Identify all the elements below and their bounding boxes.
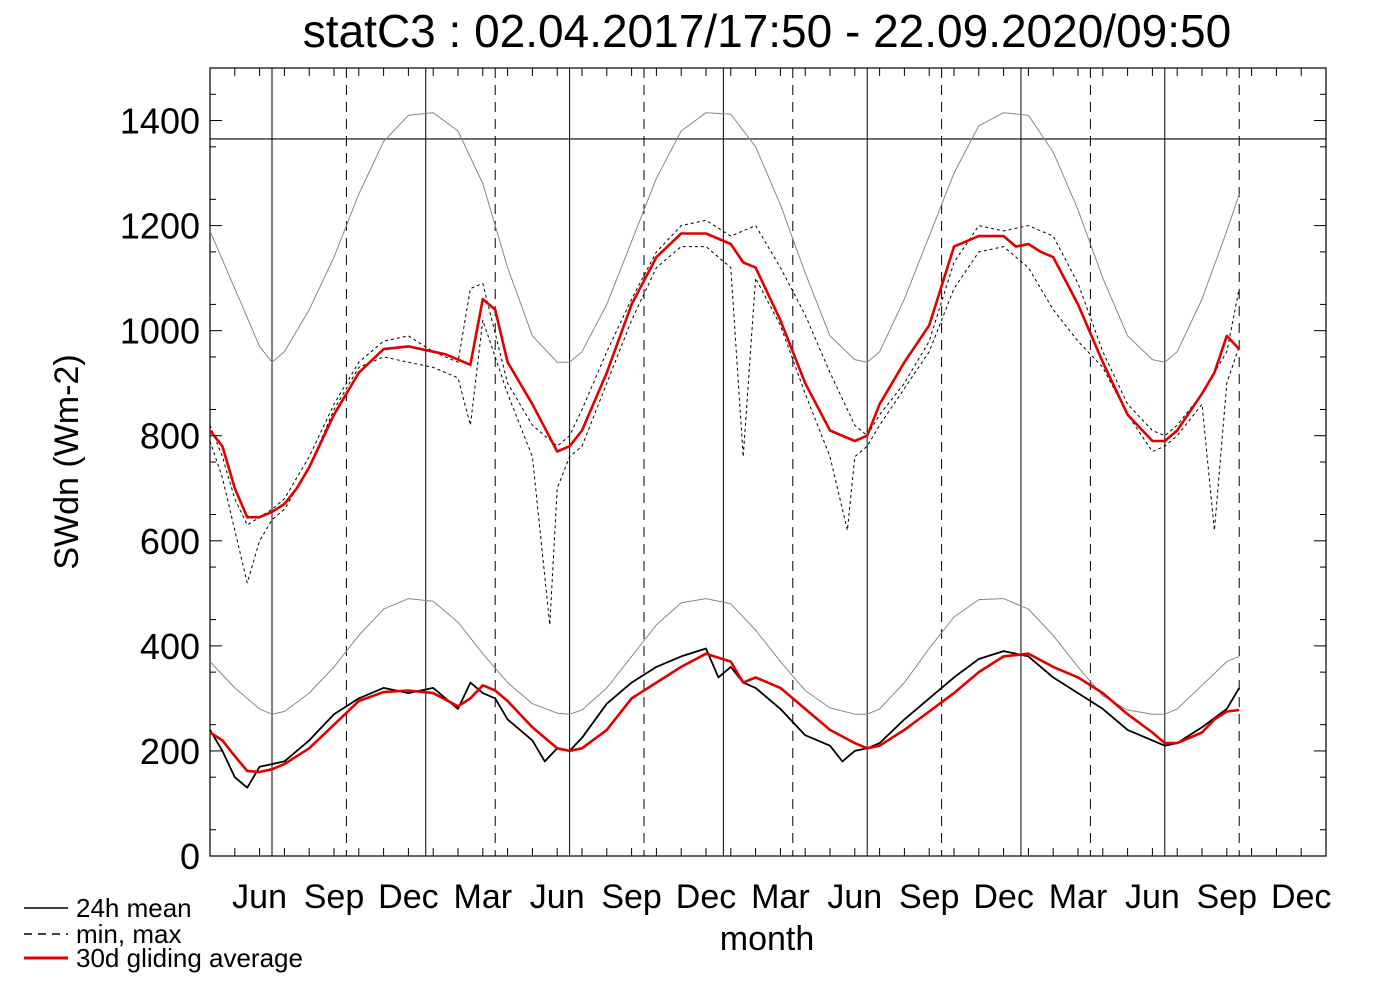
x-tick-label-3: Mar (454, 878, 513, 916)
vertical-reference-lines (271, 68, 1240, 856)
x-tick-label-10: Dec (973, 878, 1033, 916)
y-tick-label-400: 400 (140, 626, 200, 667)
series-toa_max (209, 112, 1240, 363)
x-tick-label-9: Sep (899, 878, 960, 916)
series-gliding_30d_mean (209, 652, 1240, 774)
y-axis-label: SWdn (Wm-2) (48, 354, 86, 569)
y-ticks: 0 200 400 600 800 1000 1200 1400 (120, 93, 1326, 877)
y-tick-label-0: 0 (180, 836, 200, 877)
x-tick-label-14: Dec (1271, 878, 1331, 916)
x-tick-label-7: Mar (751, 878, 810, 916)
x-tick-label-5: Sep (601, 878, 662, 916)
x-tick-label-11: Mar (1049, 878, 1108, 916)
x-axis-label: month (720, 920, 815, 958)
legend-label-mean: 24h mean (76, 893, 192, 923)
y-tick-label-1000: 1000 (120, 311, 200, 352)
series-gliding_30d_max (208, 232, 1241, 519)
series-mean_24h (209, 647, 1240, 789)
x-tick-label-13: Sep (1197, 878, 1258, 916)
y-tick-label-1400: 1400 (120, 101, 200, 142)
x-tick-label-6: Dec (676, 878, 736, 916)
series-toa_mean (209, 598, 1240, 715)
series-group (208, 112, 1241, 789)
x-tick-label-4: Jun (530, 878, 585, 916)
series-max_daily (209, 219, 1240, 526)
y-tick-label-600: 600 (140, 521, 200, 562)
legend-label-gliding: 30d gliding average (76, 943, 303, 973)
x-tick-label-0: Jun (232, 878, 287, 916)
y-tick-label-1200: 1200 (120, 206, 200, 247)
x-tick-label-2: Dec (378, 878, 438, 916)
legend-label-minmax: min, max (76, 919, 181, 949)
y-tick-label-800: 800 (140, 416, 200, 457)
y-tick-label-200: 200 (140, 731, 200, 772)
x-tick-label-1: Sep (304, 878, 365, 916)
chart-title: statC3 : 02.04.2017/17:50 - 22.09.2020/0… (303, 5, 1231, 57)
x-tick-label-12: Jun (1125, 878, 1180, 916)
x-tick-label-8: Jun (827, 878, 882, 916)
x-ticks: Jun Sep Dec Mar Jun Sep Dec Mar Jun Sep Dec Mar Jun S… (232, 68, 1331, 916)
legend: 24h mean min, max 30d gliding average (24, 893, 303, 973)
